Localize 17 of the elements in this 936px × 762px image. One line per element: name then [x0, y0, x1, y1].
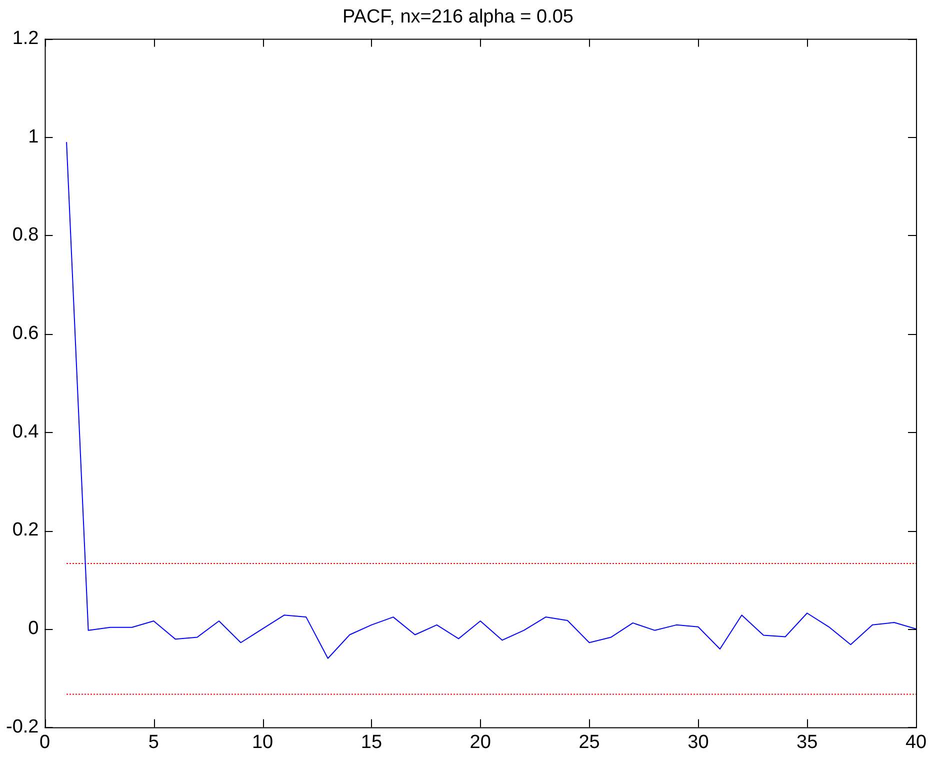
y-tick-label: 0.8 — [12, 224, 39, 246]
x-tick-label: 5 — [148, 732, 159, 753]
y-tick-label: 0.6 — [12, 323, 39, 344]
x-tick-label: 25 — [578, 732, 600, 753]
y-tick-label: 0.2 — [12, 520, 39, 541]
x-tick-label: 10 — [252, 732, 274, 753]
y-tick-label: 0 — [28, 618, 39, 640]
y-tick-label: 1.2 — [12, 28, 39, 50]
x-tick-label: 40 — [905, 732, 927, 753]
x-tick-label: 15 — [360, 732, 382, 753]
chart-title: PACF, nx=216 alpha = 0.05 — [342, 6, 574, 28]
y-tick-label: 0.4 — [12, 421, 40, 442]
x-tick-label: 35 — [796, 732, 818, 753]
y-tick-label: -0.2 — [6, 716, 39, 738]
x-tick-label: 30 — [688, 732, 709, 753]
y-tick-label: 1 — [28, 126, 39, 148]
x-tick-label: 20 — [470, 732, 491, 753]
